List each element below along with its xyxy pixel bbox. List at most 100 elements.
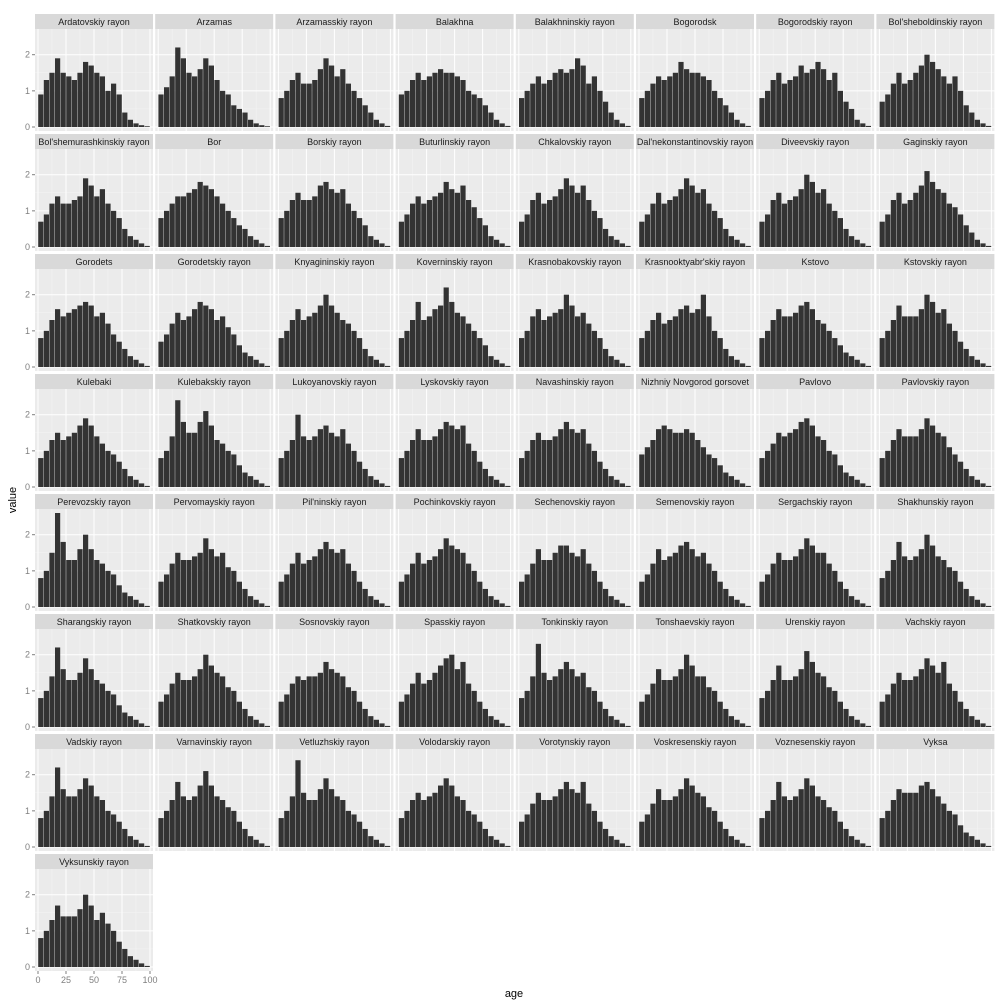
bar (547, 680, 553, 727)
bar (860, 603, 866, 607)
bar (164, 450, 170, 487)
bar (499, 363, 505, 367)
bar (66, 436, 72, 487)
bar (941, 76, 947, 127)
bar (49, 440, 55, 487)
bar (706, 563, 712, 607)
facet-strip-label: Bor (207, 137, 221, 147)
bar (454, 76, 460, 127)
bar (667, 680, 673, 727)
bar (974, 119, 980, 127)
bar (614, 599, 620, 607)
bar (345, 443, 351, 487)
bar (563, 421, 569, 487)
bar (122, 828, 128, 847)
bar (415, 792, 421, 847)
bar (843, 588, 849, 607)
bar (918, 669, 924, 727)
bar (974, 599, 980, 607)
bar (60, 203, 66, 247)
bar (541, 83, 547, 127)
bar (231, 570, 237, 607)
bar (809, 309, 815, 367)
bar (323, 778, 329, 847)
bar (449, 545, 455, 607)
bar (77, 196, 83, 247)
bar (329, 789, 335, 847)
bar (781, 316, 787, 367)
bar (723, 828, 729, 847)
bar (164, 810, 170, 847)
bar (83, 658, 89, 727)
bar (591, 570, 597, 607)
bar (175, 552, 181, 607)
bar (865, 725, 871, 727)
bar (712, 330, 718, 367)
bar (220, 203, 226, 247)
bar (334, 312, 340, 367)
bar (804, 538, 810, 607)
bar (340, 800, 346, 847)
bar (362, 828, 368, 847)
bar (488, 356, 494, 367)
bar (591, 210, 597, 247)
bar (278, 98, 284, 127)
bar (494, 839, 500, 847)
facet-panel: Semenovskiy rayon (636, 494, 754, 611)
bar (728, 836, 734, 847)
bar (672, 796, 678, 847)
bar (603, 588, 609, 607)
bar (781, 436, 787, 487)
bar (963, 105, 969, 127)
bar (410, 683, 416, 727)
bar (787, 200, 793, 247)
bar (580, 312, 586, 367)
bar (43, 930, 49, 967)
facet-strip (155, 494, 274, 509)
bar (66, 560, 72, 607)
bar (541, 672, 547, 727)
bar (494, 239, 500, 247)
facet-strip-label: Spasskiy rayon (424, 617, 485, 627)
bar (969, 716, 975, 727)
bar (879, 818, 885, 847)
bar (902, 316, 908, 367)
bar (295, 552, 301, 607)
bar (896, 72, 902, 127)
facet-strip-label: Kstovskiy rayon (904, 257, 967, 267)
bar (672, 72, 678, 127)
bar (552, 312, 558, 367)
bar (329, 549, 335, 607)
bar (885, 450, 891, 487)
bar (139, 243, 145, 247)
facet-strip (35, 734, 153, 749)
bar (357, 581, 363, 607)
facet-strip-label: Voznesenskiy rayon (775, 737, 855, 747)
bar (192, 189, 198, 247)
facet-strip (876, 374, 995, 389)
bar (111, 454, 117, 487)
bar (426, 440, 432, 487)
bar (482, 105, 488, 127)
bar (55, 196, 61, 247)
bar (289, 80, 295, 127)
bar (373, 719, 379, 727)
bar (494, 359, 500, 367)
bar (139, 483, 145, 487)
bar (547, 560, 553, 607)
bar (499, 723, 505, 727)
bar (77, 425, 83, 487)
bar (809, 661, 815, 727)
bar (351, 330, 357, 367)
bar (415, 552, 421, 607)
bar (907, 680, 913, 727)
bar (373, 239, 379, 247)
facet-strip (35, 854, 153, 869)
bar (144, 725, 150, 727)
bar (438, 429, 444, 487)
facet-panel: Balakhninskiy rayon (515, 14, 634, 131)
bar (832, 210, 838, 247)
bar (837, 90, 843, 127)
bar (99, 443, 105, 487)
bar (759, 221, 765, 247)
